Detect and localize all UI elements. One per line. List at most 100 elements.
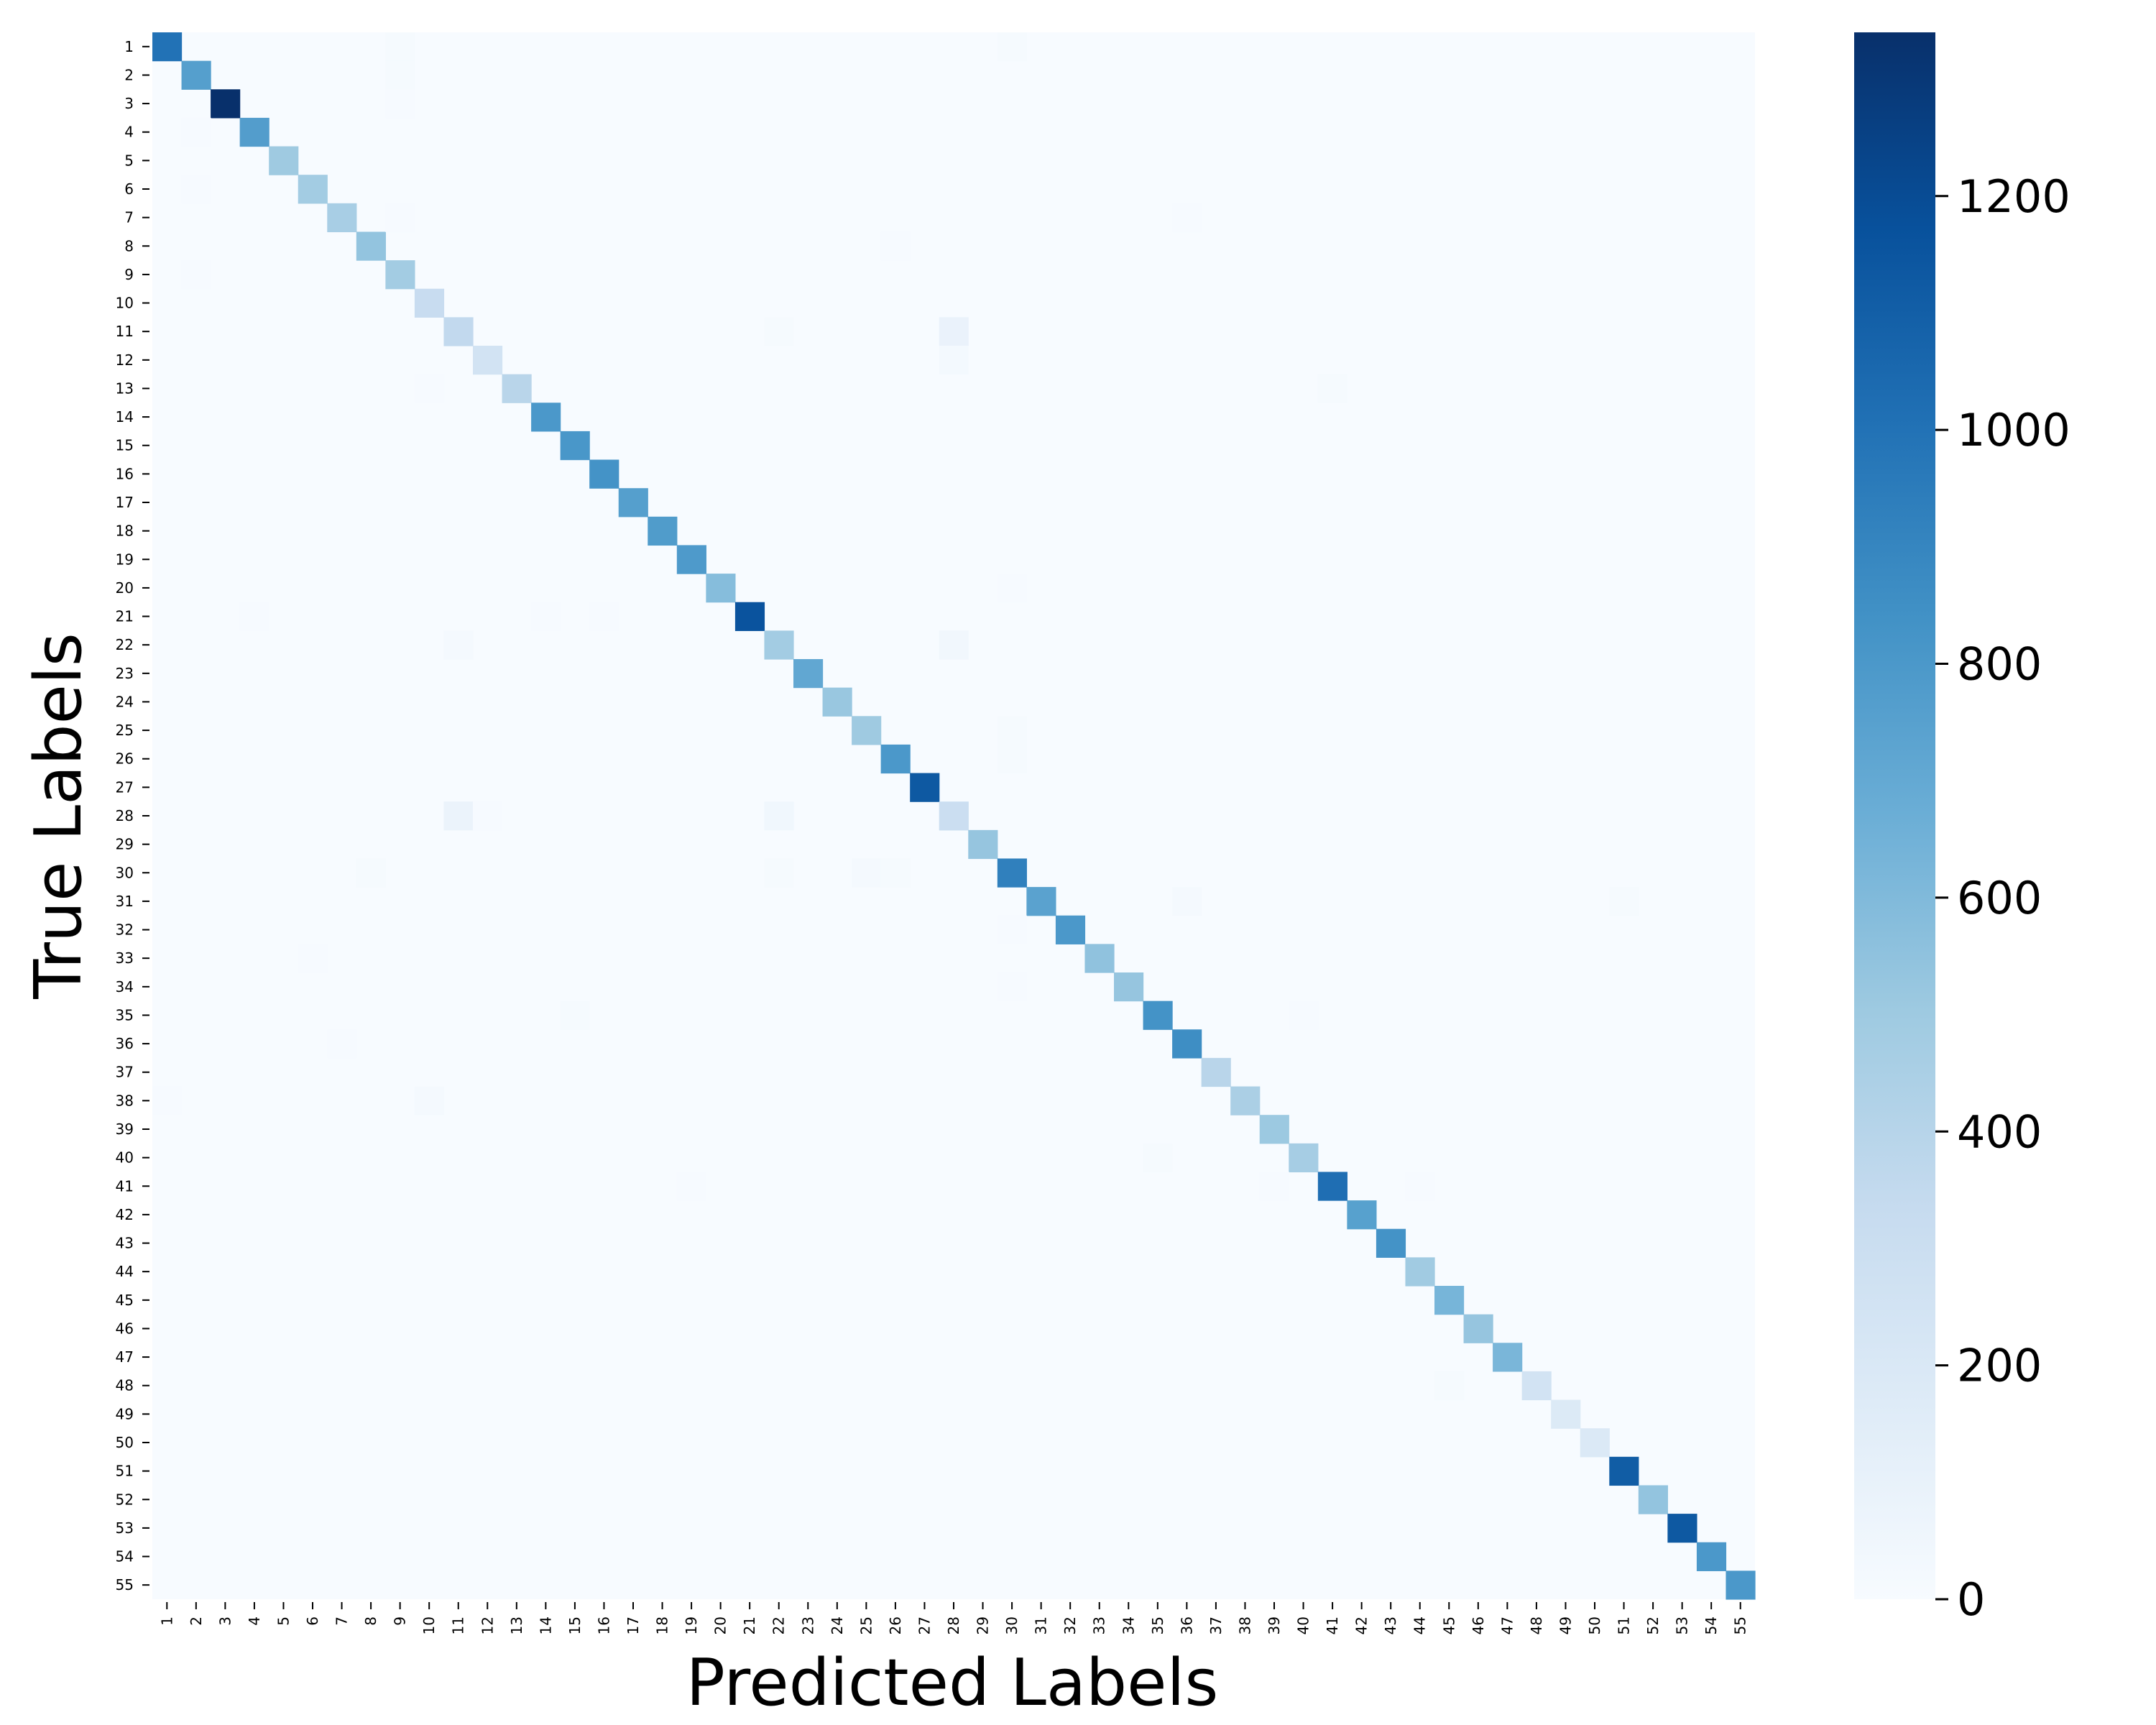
- heatmap-cell-48-45: [1434, 1371, 1465, 1401]
- y-tick-label-38: 38: [116, 1092, 134, 1109]
- y-tick-label-45: 45: [116, 1292, 134, 1309]
- x-tick-label-42: 42: [1353, 1616, 1370, 1634]
- heatmap-cell-22-11: [443, 630, 474, 660]
- heatmap-cell-diagonal-53: [1667, 1514, 1697, 1543]
- y-tick-label-18: 18: [116, 523, 134, 540]
- heatmap-cell-diagonal-32: [1055, 915, 1086, 944]
- y-tick-label-20: 20: [116, 579, 134, 597]
- x-tick-label-24: 24: [829, 1616, 846, 1634]
- x-tick-label-35: 35: [1149, 1616, 1166, 1634]
- heatmap-cell-diagonal-52: [1638, 1485, 1668, 1514]
- heatmap-cell-diagonal-30: [997, 858, 1027, 888]
- x-tick-label-45: 45: [1440, 1616, 1457, 1634]
- heatmap-cell-1-30: [997, 32, 1027, 62]
- heatmap-cell-4-2: [181, 117, 211, 147]
- y-tick-label-5: 5: [124, 152, 134, 169]
- heatmap-cell-diagonal-46: [1463, 1314, 1493, 1343]
- y-tick-label-7: 7: [124, 209, 134, 226]
- x-axis-title: Predicted Labels: [686, 1645, 1219, 1721]
- heatmap-cell-12-28: [939, 346, 969, 375]
- heatmap-cell-diagonal-26: [880, 744, 911, 774]
- y-tick-label-35: 35: [116, 1006, 134, 1024]
- x-tick-label-23: 23: [799, 1616, 816, 1634]
- y-tick-label-25: 25: [116, 722, 134, 739]
- y-tick-label-13: 13: [116, 380, 134, 397]
- x-tick-label-49: 49: [1557, 1616, 1574, 1634]
- heatmap-cell-diagonal-19: [676, 545, 706, 574]
- heatmap-cell-diagonal-21: [734, 602, 765, 631]
- x-tick-label-53: 53: [1674, 1616, 1691, 1634]
- x-tick-label-40: 40: [1295, 1616, 1312, 1634]
- heatmap-cell-7-9: [385, 203, 415, 233]
- y-tick-label-14: 14: [116, 408, 134, 426]
- heatmap-cell-diagonal-22: [764, 630, 794, 660]
- y-axis-title: True Labels: [21, 632, 96, 999]
- x-tick-label-41: 41: [1324, 1616, 1341, 1634]
- y-tick-label-40: 40: [116, 1149, 134, 1167]
- heatmap-cell-diagonal-49: [1551, 1399, 1581, 1429]
- y-tick-label-15: 15: [116, 437, 134, 454]
- y-tick-label-11: 11: [116, 323, 134, 340]
- x-tick-label-50: 50: [1586, 1616, 1603, 1634]
- heatmap-cell-30-25: [852, 858, 882, 888]
- y-tick-label-37: 37: [116, 1064, 134, 1081]
- y-tick-label-10: 10: [116, 295, 134, 312]
- heatmap-cell-diagonal-43: [1376, 1228, 1406, 1258]
- y-tick-label-21: 21: [116, 608, 134, 625]
- heatmap-cell-6-2: [181, 175, 211, 204]
- heatmap-cell-31-51: [1609, 887, 1639, 916]
- x-tick-label-32: 32: [1061, 1616, 1079, 1634]
- y-tick-label-36: 36: [116, 1035, 134, 1052]
- y-tick-label-30: 30: [116, 864, 134, 881]
- x-tick-label-10: 10: [420, 1616, 438, 1634]
- colorbar-tick-label-1000: 1000: [1957, 404, 2070, 456]
- heatmap-cell-21-4: [239, 602, 270, 631]
- heatmap-cell-diagonal-48: [1521, 1371, 1552, 1401]
- x-tick-label-31: 31: [1033, 1616, 1050, 1634]
- heatmap-cell-21-14: [531, 602, 561, 631]
- heatmap-cell-diagonal-20: [706, 574, 736, 603]
- heatmap-cell-41-19: [676, 1172, 706, 1201]
- heatmap-cell-25-30: [997, 716, 1027, 745]
- heatmap-cell-diagonal-7: [327, 203, 357, 233]
- y-tick-label-23: 23: [116, 665, 134, 682]
- x-tick-label-43: 43: [1382, 1616, 1399, 1634]
- y-tick-label-53: 53: [116, 1519, 134, 1537]
- y-tick-label-6: 6: [124, 180, 134, 198]
- y-tick-label-43: 43: [116, 1235, 134, 1252]
- heatmap-cell-38-10: [414, 1086, 445, 1116]
- heatmap-cell-20-30: [997, 574, 1027, 603]
- heatmap-cell-diagonal-9: [385, 260, 415, 290]
- heatmap-cell-3-9: [385, 89, 415, 119]
- heatmap-cell-diagonal-44: [1405, 1257, 1435, 1287]
- x-tick-label-13: 13: [508, 1616, 525, 1634]
- heatmap-cell-41-44: [1405, 1172, 1435, 1201]
- y-tick-label-33: 33: [116, 949, 134, 967]
- x-tick-label-8: 8: [362, 1616, 379, 1626]
- y-tick-label-42: 42: [116, 1206, 134, 1223]
- colorbar-tick-label-200: 200: [1957, 1340, 2042, 1392]
- x-tick-label-54: 54: [1703, 1616, 1720, 1634]
- x-tick-label-21: 21: [741, 1616, 758, 1634]
- heatmap-cell-diagonal-8: [356, 231, 386, 261]
- heatmap-cell-diagonal-54: [1696, 1542, 1727, 1571]
- heatmap-cell-diagonal-11: [443, 317, 474, 346]
- heatmap-cell-diagonal-41: [1317, 1172, 1348, 1201]
- x-tick-label-38: 38: [1236, 1616, 1253, 1634]
- heatmap-cell-33-6: [298, 944, 328, 973]
- x-tick-label-30: 30: [1003, 1616, 1021, 1634]
- y-tick-label-51: 51: [116, 1463, 134, 1480]
- x-axis-ticks: 1 2 3 4 5 6 7 8 9 10 11 12 13 14 15 16 17 18 19 20 21 22 23 24 2…: [158, 1602, 1749, 1634]
- heatmap-cell-diagonal-16: [589, 459, 619, 489]
- heatmap-cell-26-30: [997, 744, 1027, 774]
- y-tick-label-2: 2: [124, 66, 134, 83]
- heatmap-cell-diagonal-55: [1726, 1570, 1756, 1600]
- x-tick-label-27: 27: [916, 1616, 933, 1634]
- heatmap-cell-diagonal-29: [968, 829, 998, 860]
- y-tick-label-46: 46: [116, 1320, 134, 1337]
- y-tick-label-22: 22: [116, 636, 134, 653]
- heatmap-cell-diagonal-13: [502, 374, 532, 403]
- heatmap-cell-diagonal-15: [560, 431, 590, 461]
- heatmap-cell-diagonal-12: [473, 346, 503, 375]
- heatmap-cell-diagonal-18: [648, 516, 678, 546]
